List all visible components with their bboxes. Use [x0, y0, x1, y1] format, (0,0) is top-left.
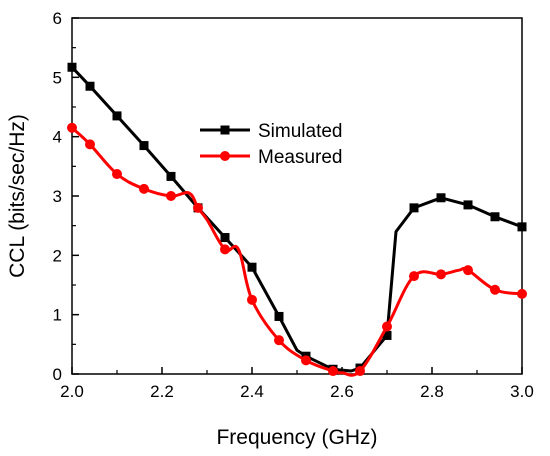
plot-frame [71, 17, 523, 375]
data-point-measured [220, 244, 230, 255]
legend-label-simulated: Simulated [258, 121, 343, 142]
data-point-simulated [436, 193, 446, 203]
data-point-measured [463, 265, 473, 276]
y-axis-title: CCL (bits/sec/Hz) [6, 114, 29, 278]
data-point-measured [436, 269, 446, 280]
data-point-measured [328, 366, 338, 377]
data-point-simulated [247, 262, 257, 272]
data-point-measured [490, 284, 500, 295]
y-tick-label: 6 [53, 9, 62, 28]
data-point-measured [382, 321, 392, 332]
data-point-simulated [274, 311, 284, 321]
data-point-measured [517, 288, 527, 299]
data-point-measured [355, 366, 365, 377]
legend-marker-simulated [220, 125, 230, 135]
data-point-simulated [517, 222, 527, 232]
legend-marker-measured [220, 151, 230, 161]
series-line-simulated [70, 66, 523, 373]
x-tick-label: 2.4 [240, 382, 264, 401]
x-tick-label: 2.8 [420, 382, 444, 401]
data-point-measured [166, 191, 176, 201]
data-point-measured [409, 271, 419, 282]
data-point-simulated [382, 330, 392, 340]
x-axis-title: Frequency (GHz) [216, 426, 377, 449]
data-point-measured [247, 294, 257, 305]
data-point-simulated [112, 111, 122, 121]
x-tick-label: 2.2 [150, 382, 174, 401]
y-tick-label: 4 [53, 128, 62, 147]
data-point-measured [193, 202, 203, 213]
legend: Simulated Measured [200, 121, 343, 168]
data-point-measured [85, 139, 95, 150]
data-point-measured [67, 122, 77, 133]
data-point-simulated [490, 212, 500, 222]
data-point-simulated [85, 81, 95, 91]
data-point-simulated [463, 200, 473, 210]
data-point-measured [112, 169, 122, 180]
y-tick-label: 1 [53, 306, 62, 325]
y-tick-label: 3 [53, 187, 62, 206]
series-measured [67, 122, 527, 377]
legend-label-measured: Measured [258, 147, 343, 168]
data-point-simulated [220, 233, 230, 243]
series-simulated [67, 62, 527, 374]
axes: 2.0 2.2 2.4 2.6 2.8 3.0 0 1 2 3 4 5 6 [53, 9, 534, 401]
x-tick-label: 3.0 [510, 382, 534, 401]
data-point-simulated [139, 141, 149, 151]
data-point-measured [274, 335, 284, 346]
x-tick-label: 2.0 [60, 382, 84, 401]
legend-item-simulated: Simulated [200, 121, 343, 142]
data-point-simulated [166, 171, 176, 181]
x-tick-label: 2.6 [330, 382, 354, 401]
data-point-measured [301, 355, 311, 366]
series-layer [67, 62, 527, 377]
y-tick-label: 5 [53, 68, 62, 87]
data-point-simulated [409, 203, 419, 213]
legend-item-measured: Measured [200, 147, 343, 168]
y-tick-label: 0 [53, 365, 62, 384]
y-tick-label: 2 [53, 246, 62, 265]
data-point-simulated [67, 62, 77, 72]
data-point-measured [139, 183, 149, 194]
